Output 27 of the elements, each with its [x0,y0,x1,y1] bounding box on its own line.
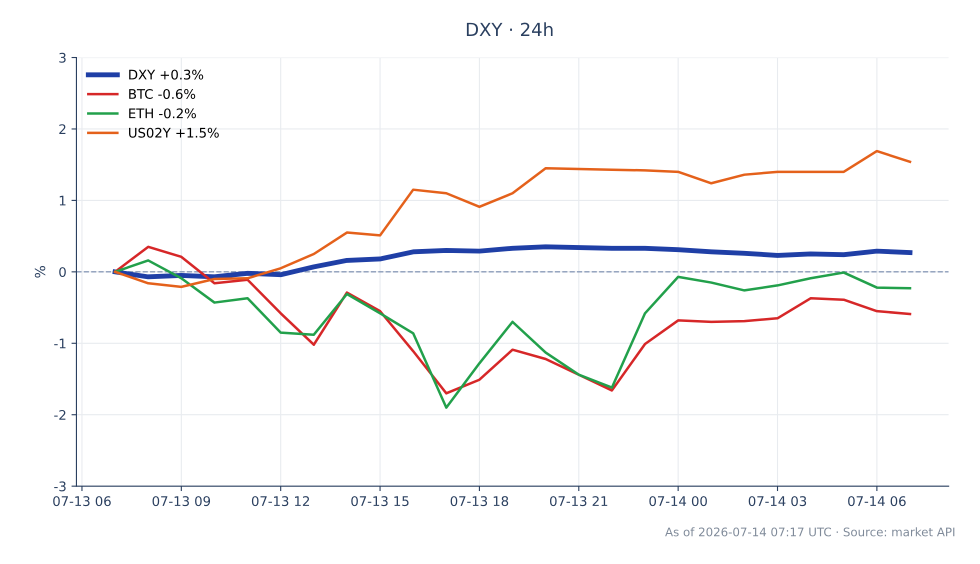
x-tick-label: 07-13 15 [351,496,409,506]
y-tick-label: -2 [54,410,66,420]
x-tick-label: 07-14 03 [748,496,806,506]
y-tick-label: 3 [59,52,66,63]
legend-label: US02Y +1.5% [129,128,219,138]
text: As of 2026-07-14 07:17 UTC · Source: market API [665,527,954,536]
legend-label: ETH -0.2% [129,108,196,118]
line-series [114,150,912,288]
x-tick-label: 07-13 18 [450,496,508,506]
y-tick-label: 2 [59,124,66,134]
x-tick-label: 07-13 12 [252,496,310,506]
line-series [114,246,912,395]
x-tick-label: 07-13 06 [53,496,111,506]
y-tick-label: 1 [60,196,66,206]
y-tick-label: -1 [54,338,66,348]
line-series [114,259,912,409]
chart-title: DXY · 24h [466,22,553,36]
y-tick-label: 0 [59,267,66,278]
y-axis-title: % [34,266,46,278]
x-tick-label: 07-14 06 [848,496,906,506]
x-tick-label: 07-13 09 [152,496,210,506]
x-tick-label: 07-14 00 [649,496,707,506]
legend-label: DXY +0.3% [129,70,204,80]
line-series [112,244,912,280]
y-tick-label: -3 [54,481,66,492]
x-tick-label: 07-13 21 [550,496,608,506]
legend-label: BTC -0.6% [129,89,196,99]
